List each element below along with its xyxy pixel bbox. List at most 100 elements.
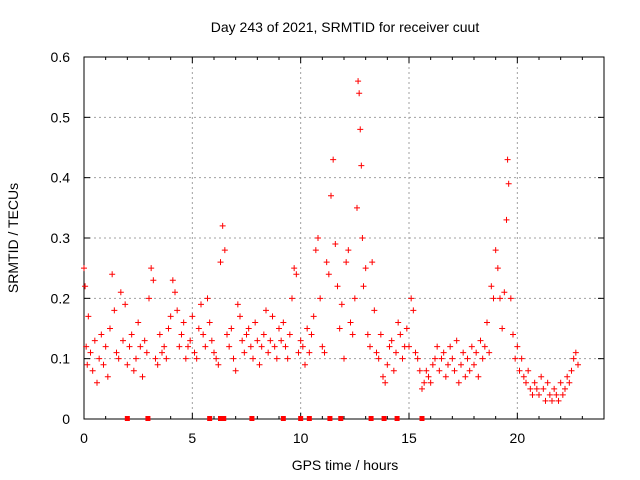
data-point [156,331,163,338]
data-point [286,331,293,338]
data-point [466,367,473,374]
data-point [406,343,412,350]
data-point [128,331,135,338]
data-point [546,391,553,398]
data-point [133,355,139,362]
y-tick-label: 0.2 [51,290,71,306]
data-point [120,337,126,344]
data-point [442,373,449,380]
data-point [252,319,259,326]
y-tick-label: 0 [62,411,70,427]
data-point [234,301,241,308]
data-point [341,355,347,362]
data-point [198,301,204,308]
data-point [559,391,566,398]
data-point [438,355,445,362]
data-point [217,259,224,266]
data-point [180,319,187,326]
data-point [137,343,144,350]
x-tick-label: 20 [510,430,526,446]
data-point [98,331,105,338]
data-point [425,373,432,380]
data-point [458,361,464,368]
data-point [152,355,159,362]
data-point [289,295,295,302]
data-point [319,343,326,350]
data-point [306,349,313,356]
baseline-marker [368,416,374,421]
data-point [499,325,506,332]
baseline-marker [419,416,425,421]
data-point [380,373,386,380]
data-point [228,325,235,332]
data-point [332,241,339,248]
data-point [165,325,172,332]
data-point [390,367,397,374]
data-point [382,379,389,386]
data-point [475,373,482,380]
data-point [293,271,300,278]
data-point [551,385,558,392]
baseline-marker [207,416,213,421]
data-point [481,343,488,350]
data-point [302,361,308,368]
data-point [423,367,430,374]
data-point [540,385,547,392]
data-point [419,385,425,392]
data-point [276,325,282,332]
data-point [107,325,113,332]
data-point [377,331,384,338]
data-point [477,337,484,344]
data-point [497,295,503,302]
data-point [213,355,220,362]
data-point [575,361,581,368]
data-point [258,343,265,350]
data-point [490,295,497,302]
data-point [245,325,252,332]
baseline-marker [280,416,286,421]
data-point [284,355,291,362]
data-point [399,355,406,362]
data-point [395,319,402,326]
chart-title: Day 243 of 2021, SRMTID for receiver cuu… [211,19,480,35]
data-point [195,325,202,332]
data-point [375,355,382,362]
data-point [113,349,120,356]
data-point [237,313,243,320]
y-tick-label: 0.3 [51,230,71,246]
data-point [208,337,215,344]
data-point [271,343,278,350]
data-point [520,373,527,380]
data-point [102,343,109,350]
y-axis-title: SRMTID / TECUs [5,183,21,293]
data-point [542,397,549,404]
data-point [187,337,194,344]
data-point [117,289,124,296]
data-point [82,283,89,290]
data-point [429,361,436,368]
data-point [468,343,475,350]
y-tick-labels: 0 0.1 0.2 0.3 0.4 0.5 0.6 [51,49,71,427]
data-point [193,355,200,362]
data-point [354,204,360,211]
data-point [256,361,263,368]
data-point [373,349,380,356]
data-point [544,379,551,386]
data-point [254,337,261,344]
data-point [282,343,289,350]
data-point [83,343,90,350]
data-point [263,307,269,314]
data-point [122,301,129,308]
data-point [347,319,354,326]
data-point [226,343,233,350]
data-point [167,313,174,320]
data-point [104,373,111,380]
data-point [96,355,103,362]
data-point [247,343,254,350]
data-point [89,367,96,374]
data-point [159,349,165,356]
data-point [367,343,373,350]
data-point [297,337,304,344]
data-point [163,355,170,362]
data-point [84,361,91,368]
